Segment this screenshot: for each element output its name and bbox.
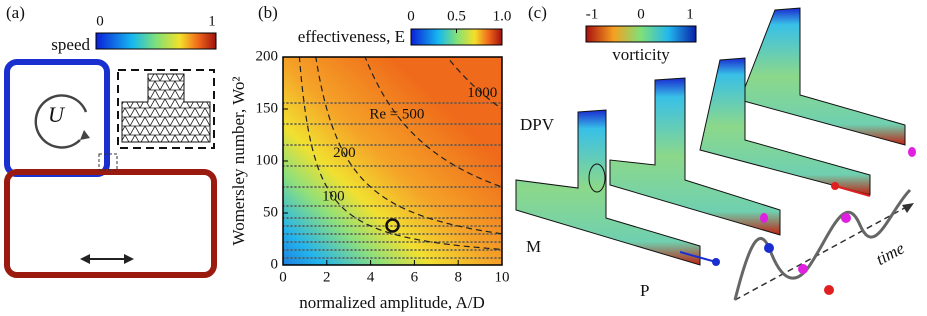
flow-snapshot — [515, 109, 701, 266]
phase-dot — [760, 213, 768, 223]
y-tick-label: 200 — [256, 48, 279, 64]
contour-label: 200 — [333, 145, 356, 161]
y-tick-label: 50 — [263, 204, 278, 220]
phase-dot — [712, 258, 720, 266]
x-tick-label: 10 — [495, 269, 510, 285]
contour-label: 1000 — [467, 85, 497, 101]
highlight-point — [385, 218, 400, 233]
annotation: DPV — [520, 115, 555, 134]
phase-dot — [908, 147, 916, 157]
panel-a: (a) speed 0 1 U — [4, 3, 217, 278]
phase-dot — [841, 213, 851, 223]
phase-dot — [824, 285, 834, 295]
lower-loop — [4, 169, 217, 278]
zoom-box — [98, 153, 118, 171]
mesh — [121, 73, 211, 143]
colorbar-title: effectiveness, E — [298, 27, 405, 46]
colorbar-tick: 0 — [96, 13, 104, 29]
contour-label: 100 — [322, 189, 345, 205]
phase-dot — [831, 182, 839, 190]
sample-rows — [283, 102, 502, 259]
time-axis — [734, 204, 911, 301]
panel-label: (c) — [528, 3, 547, 22]
contours — [298, 57, 502, 250]
x-tick-label: 2 — [323, 269, 331, 285]
contour-line — [364, 57, 502, 188]
colorbar-tick: 0 — [407, 8, 415, 24]
colorbar-tick: -1 — [586, 6, 599, 22]
y-axis-label: Womersley number, Wo² — [229, 77, 248, 246]
annotation: P — [640, 281, 649, 300]
x-tick-label: 0 — [279, 269, 287, 285]
flow-snapshot — [739, 7, 906, 146]
y-tick-label: 100 — [256, 152, 279, 168]
colorbar — [585, 25, 697, 43]
contour-label: Re = 500 — [369, 106, 424, 122]
colorbar-tick: 1 — [686, 6, 694, 22]
colorbar-title: speed — [51, 35, 90, 54]
panel-b: (b) effectiveness, E normalized amplitud… — [229, 3, 511, 312]
annotation: M — [526, 237, 541, 256]
time-label: time — [873, 238, 908, 269]
panel-label: (b) — [258, 3, 278, 22]
panel-label: (a) — [6, 3, 25, 22]
contour-line — [298, 57, 502, 250]
phase-arrow — [679, 251, 717, 263]
vortex — [588, 163, 606, 193]
arrow-head — [902, 203, 914, 213]
phase-arrow — [834, 185, 871, 197]
panel-c: (c) -1 0 1 vorticity DPV M P time — [515, 3, 916, 301]
x-axis-label: normalized amplitude, A/D — [299, 293, 485, 312]
x-tick-label: 4 — [367, 269, 375, 285]
contour-line — [446, 57, 502, 109]
colorbar-tick: 1.0 — [493, 8, 512, 24]
y-tick-label: 150 — [256, 100, 279, 116]
phase-dot — [798, 264, 808, 274]
flow-snapshot — [699, 57, 871, 196]
arrow-head — [80, 130, 90, 140]
x-tick-label: 8 — [454, 269, 462, 285]
colorbar-tick: 0.5 — [447, 8, 466, 24]
colorbar — [95, 32, 217, 50]
circulation-arrow — [34, 94, 88, 149]
velocity-symbol: U — [48, 102, 66, 127]
waveform — [733, 188, 912, 301]
y-tick-label: 0 — [271, 256, 279, 272]
colorbar-tick: 0 — [637, 6, 645, 22]
colorbar-title: vorticity — [612, 45, 670, 64]
flow-snapshot — [609, 77, 781, 236]
phase-dot — [764, 243, 774, 253]
colorbar-tick: 1 — [208, 13, 216, 29]
x-tick-label: 6 — [411, 269, 419, 285]
contour-line — [315, 57, 502, 235]
